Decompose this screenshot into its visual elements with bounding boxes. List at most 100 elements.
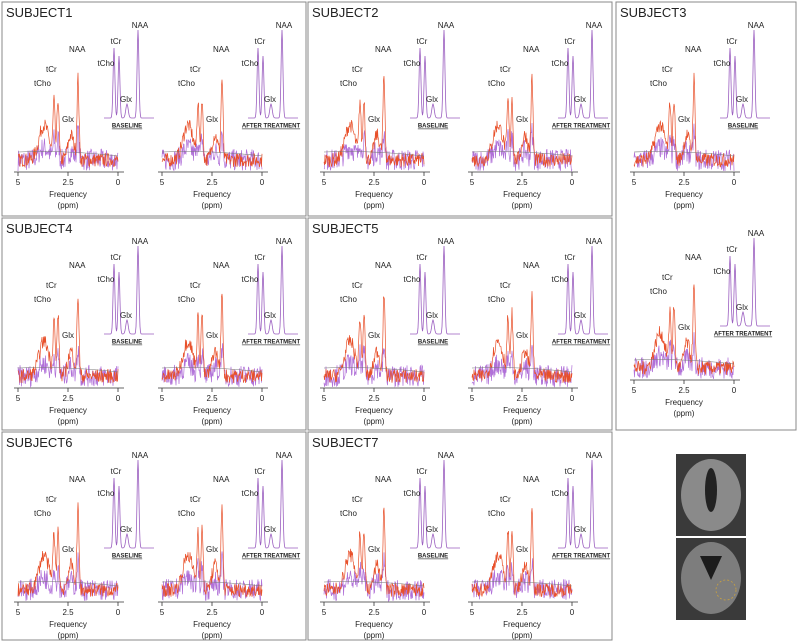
fit-line [17, 581, 119, 587]
inset-peak-label: tCr [255, 37, 266, 46]
inset-label: AFTER TREATMENT [552, 124, 611, 130]
peak-label: tCr [352, 495, 363, 504]
x-tick-label: 0 [422, 394, 427, 403]
peak-label: tCr [662, 273, 673, 282]
inset-trace [410, 29, 460, 119]
peak-label: NAA [685, 45, 702, 54]
peak-label: NAA [69, 261, 86, 270]
x-axis-label: Frequency [503, 620, 541, 629]
peak-label: tCr [662, 65, 673, 74]
inset-trace [248, 245, 298, 335]
x-axis-unit: (ppm) [58, 417, 79, 426]
x-tick-label: 2.5 [368, 608, 380, 617]
peak-label: tCho [178, 509, 195, 518]
inset-peak-label: tCho [98, 489, 115, 498]
panel-border [307, 217, 613, 431]
peak-label: NAA [213, 45, 230, 54]
x-tick-label: 2.5 [206, 178, 218, 187]
fit-line [17, 367, 119, 373]
inset-peak-label: tCr [565, 37, 576, 46]
inset-peak-label: tCho [98, 59, 115, 68]
peak-label: NAA [523, 475, 540, 484]
inset-peak-label: tCr [565, 467, 576, 476]
x-axis-label: Frequency [355, 620, 393, 629]
peak-label: tCho [488, 79, 505, 88]
inset-trace [558, 459, 608, 549]
spectrum-trace [633, 284, 735, 376]
x-tick-label: 2.5 [368, 394, 380, 403]
inset-peak-label: Glx [736, 303, 748, 312]
inset-trace [720, 29, 770, 119]
x-axis-label: Frequency [355, 406, 393, 415]
x-tick-label: 0 [116, 178, 121, 187]
inset-trace [248, 29, 298, 119]
subject-panel: SUBJECT7 5 2.5 0 Frequency (ppm) tCho tCr NAA Glx… [307, 431, 613, 641]
inset-peak-label: Glx [264, 525, 276, 534]
x-tick-label: 5 [322, 178, 327, 187]
inset-trace [104, 245, 154, 335]
x-tick-label: 5 [632, 178, 637, 187]
peak-label: tCr [500, 495, 511, 504]
x-axis-label: Frequency [355, 190, 393, 199]
spectrum-trace [17, 298, 119, 384]
spectrum-trace [633, 72, 735, 168]
peak-label: tCr [500, 281, 511, 290]
x-axis-unit: (ppm) [674, 409, 695, 418]
spectrum: 5 2.5 0 Frequency (ppm) tCho tCr NAA Glx tCr tCho N… [14, 451, 154, 640]
peak-label: tCho [650, 79, 667, 88]
peak-label: Glx [368, 545, 380, 554]
inset-peak-label: Glx [736, 95, 748, 104]
inset-label: BASELINE [418, 340, 448, 346]
inset-peak-label: NAA [586, 21, 603, 30]
x-axis-unit: (ppm) [512, 201, 533, 210]
inset-peak-label: tCr [255, 253, 266, 262]
peak-label: NAA [523, 261, 540, 270]
peak-label: tCho [34, 295, 51, 304]
spectrum-trace [17, 345, 119, 388]
peak-label: tCr [190, 65, 201, 74]
x-axis-label: Frequency [503, 190, 541, 199]
peak-label: tCr [500, 65, 511, 74]
panel-title: SUBJECT2 [312, 5, 378, 20]
inset-trace [720, 237, 770, 327]
spectrum-trace [161, 504, 263, 598]
x-axis-label: Frequency [665, 190, 703, 199]
x-tick-label: 5 [470, 394, 475, 403]
inset-trace [558, 245, 608, 335]
fit-line [161, 367, 263, 373]
spectrum: 5 2.5 0 Frequency (ppm) tCho tCr NAA Glx tCr tCho N… [630, 229, 772, 418]
spectrum: 5 2.5 0 Frequency (ppm) tCho tCr NAA Glx tCr tCho N… [158, 237, 300, 426]
peak-label: tCr [190, 281, 201, 290]
inset-label: AFTER TREATMENT [242, 124, 301, 130]
subject-panel: SUBJECT2 5 2.5 0 Frequency (ppm) tCho tCr NAA Glx… [307, 1, 613, 217]
inset-peak-label: NAA [132, 451, 149, 460]
peak-label: tCr [190, 495, 201, 504]
peak-label: NAA [213, 261, 230, 270]
x-tick-label: 5 [16, 608, 21, 617]
panel-title: SUBJECT3 [620, 5, 686, 20]
inset-peak-label: NAA [438, 21, 455, 30]
inset-trace [248, 459, 298, 549]
x-tick-label: 0 [422, 608, 427, 617]
inset-peak-label: Glx [426, 525, 438, 534]
x-axis-label: Frequency [193, 620, 231, 629]
inset-trace [104, 459, 154, 549]
inset-peak-label: Glx [574, 311, 586, 320]
panel-title: SUBJECT5 [312, 221, 378, 236]
inset-trace [410, 459, 460, 549]
spectrum-trace [323, 296, 425, 383]
x-axis-label: Frequency [49, 620, 87, 629]
peak-label: Glx [62, 545, 74, 554]
inset-peak-label: tCho [404, 275, 421, 284]
x-axis-unit: (ppm) [58, 631, 79, 640]
inset-peak-label: tCho [552, 489, 569, 498]
x-tick-label: 2.5 [516, 394, 528, 403]
peak-label: Glx [368, 115, 380, 124]
inset-label: BASELINE [112, 340, 142, 346]
peak-label: tCho [488, 295, 505, 304]
fit-line [471, 367, 573, 373]
x-axis-unit: (ppm) [202, 417, 223, 426]
fit-line [633, 359, 735, 365]
